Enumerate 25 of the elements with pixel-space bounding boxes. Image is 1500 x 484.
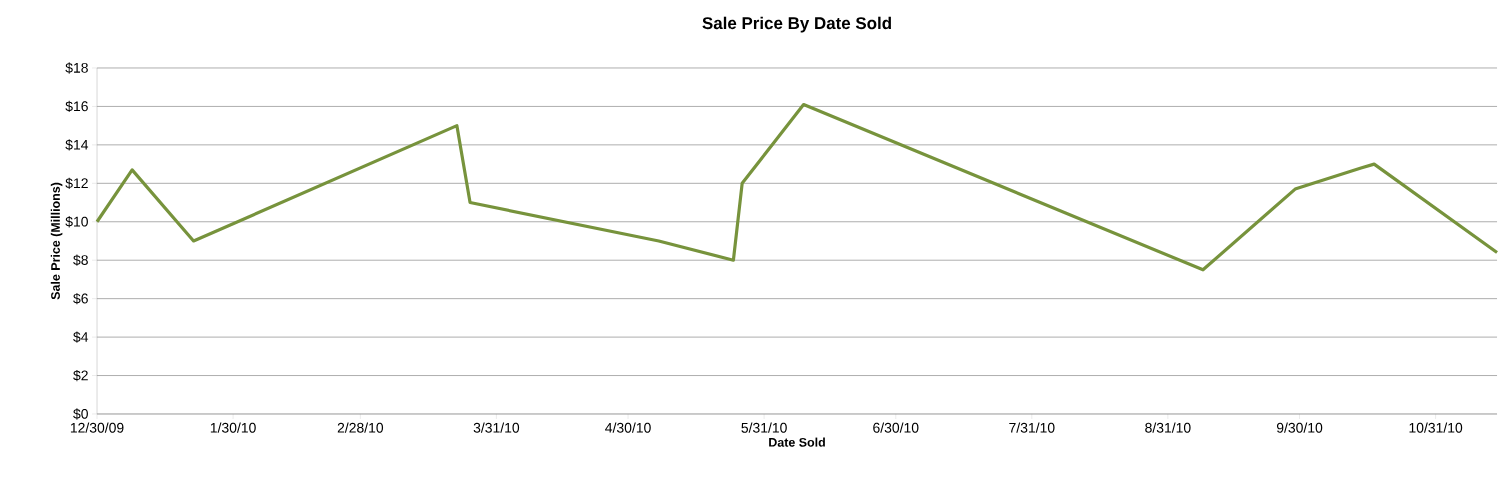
x-tick-label: 2/28/10 xyxy=(337,422,384,433)
y-tick-label: $18 xyxy=(65,62,88,74)
y-tick-label: $2 xyxy=(73,369,88,382)
x-tick-label: 7/31/10 xyxy=(1009,422,1055,433)
chart-title: Sale Price By Date Sold xyxy=(702,16,891,33)
x-tick-label: 8/31/10 xyxy=(1145,422,1191,433)
x-tick-label: 5/31/10 xyxy=(741,422,787,433)
y-tick-label: $10 xyxy=(65,216,88,228)
x-tick-label: 6/30/10 xyxy=(873,422,919,433)
y-tick-label: $14 xyxy=(65,139,89,151)
x-tick-label: 3/31/10 xyxy=(473,422,520,433)
y-tick-label: $6 xyxy=(73,293,88,305)
y-tick-label: $0 xyxy=(73,408,88,420)
y-tick-label: $16 xyxy=(65,100,88,113)
y-tick-label: $8 xyxy=(73,254,88,266)
x-tick-label: 1/30/10 xyxy=(210,422,256,433)
x-tick-label: 10/31/10 xyxy=(1409,422,1463,433)
x-tick-label: 4/30/10 xyxy=(605,422,651,433)
x-axis-title: Date Sold xyxy=(769,437,825,447)
y-axis-title: Sale Price (Millions) xyxy=(50,182,63,300)
x-tick-label: 12/30/09 xyxy=(70,422,124,433)
y-tick-label: $12 xyxy=(65,177,88,189)
x-tick-label: 9/30/10 xyxy=(1276,422,1323,433)
line-series xyxy=(95,102,1499,272)
y-tick-label: $4 xyxy=(73,331,89,343)
